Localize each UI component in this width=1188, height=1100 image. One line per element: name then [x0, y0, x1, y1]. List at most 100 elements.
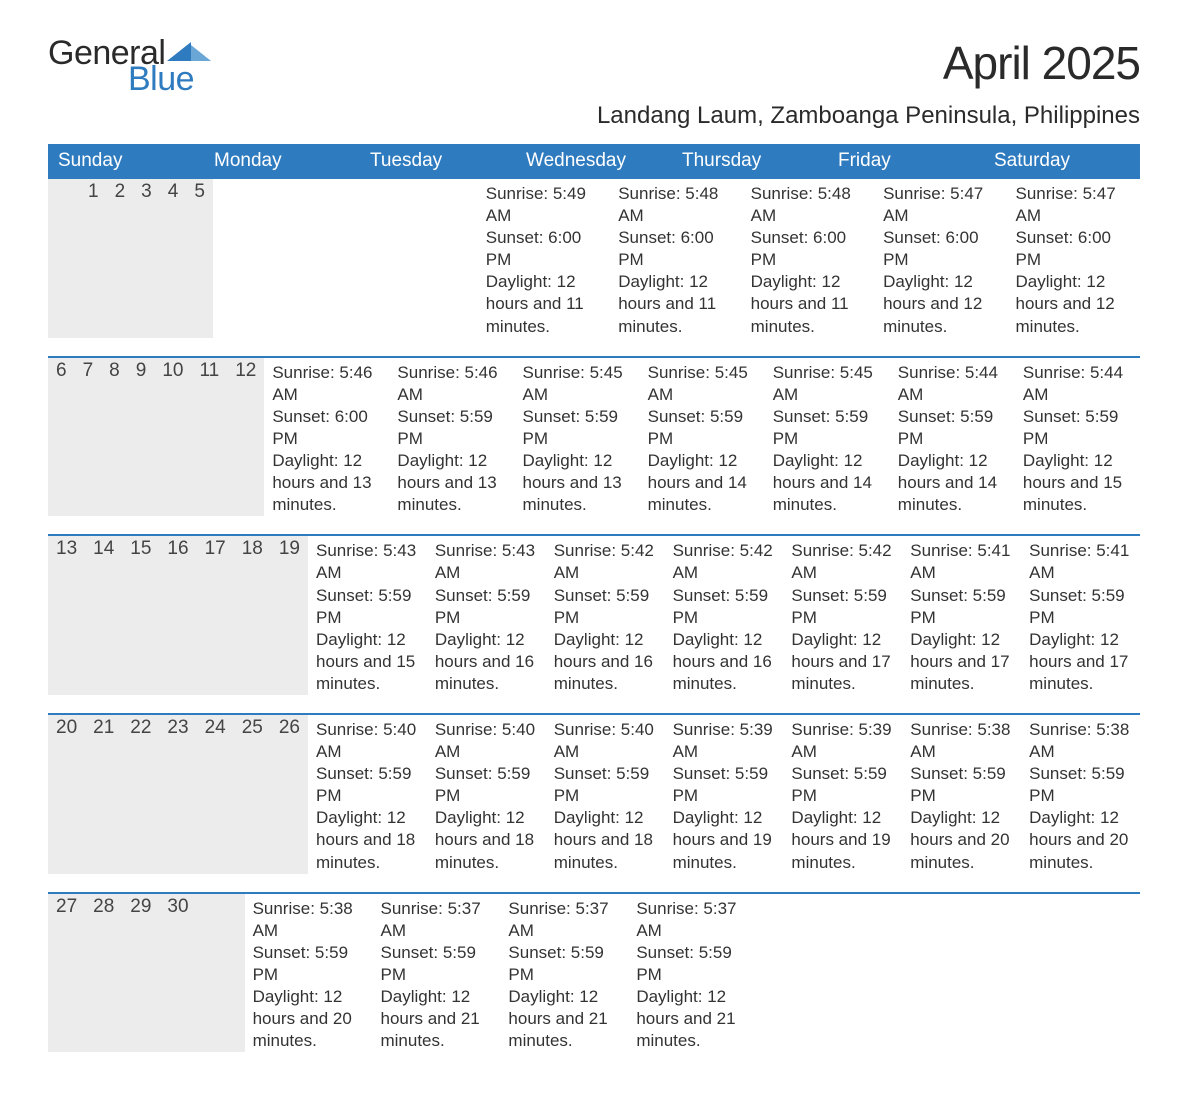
day-number: 24 — [197, 715, 234, 874]
sunrise-line: Sunrise: 5:40 AM — [435, 719, 538, 763]
day-number: 26 — [271, 715, 308, 874]
day-cell: Sunrise: 5:38 AMSunset: 5:59 PMDaylight:… — [902, 715, 1021, 874]
day-cell: Sunrise: 5:45 AMSunset: 5:59 PMDaylight:… — [515, 358, 640, 517]
sunset-line: Sunset: 5:59 PM — [253, 942, 365, 986]
daylight-line: Daylight: 12 hours and 16 minutes. — [435, 629, 538, 695]
day-number — [48, 179, 64, 338]
day-number: 5 — [186, 179, 213, 338]
day-cell: Sunrise: 5:46 AMSunset: 5:59 PMDaylight:… — [389, 358, 514, 517]
daylight-line: Daylight: 12 hours and 19 minutes. — [673, 807, 776, 873]
sunrise-line: Sunrise: 5:40 AM — [316, 719, 419, 763]
day-number: 19 — [271, 536, 308, 695]
day-number: 13 — [48, 536, 85, 695]
daylight-line: Daylight: 12 hours and 17 minutes. — [791, 629, 894, 695]
day-number: 4 — [160, 179, 187, 338]
sunset-line: Sunset: 5:59 PM — [648, 406, 757, 450]
calendar-week: 27282930Sunrise: 5:38 AMSunset: 5:59 PMD… — [48, 892, 1140, 1053]
sunset-line: Sunset: 5:59 PM — [1023, 406, 1132, 450]
dow-tuesday: Tuesday — [360, 144, 516, 179]
sunrise-line: Sunrise: 5:44 AM — [898, 362, 1007, 406]
daylight-line: Daylight: 12 hours and 20 minutes. — [1029, 807, 1132, 873]
day-cell: Sunrise: 5:46 AMSunset: 6:00 PMDaylight:… — [264, 358, 389, 517]
sunset-line: Sunset: 5:59 PM — [673, 763, 776, 807]
day-cell: Sunrise: 5:48 AMSunset: 6:00 PMDaylight:… — [743, 179, 875, 338]
sunset-line: Sunset: 5:59 PM — [898, 406, 1007, 450]
day-number: 22 — [122, 715, 159, 874]
dow-monday: Monday — [204, 144, 360, 179]
day-cell: Sunrise: 5:37 AMSunset: 5:59 PMDaylight:… — [372, 894, 500, 1053]
day-cell: Sunrise: 5:47 AMSunset: 6:00 PMDaylight:… — [1008, 179, 1140, 338]
dow-wednesday: Wednesday — [516, 144, 672, 179]
sunset-line: Sunset: 5:59 PM — [397, 406, 506, 450]
day-cell — [213, 179, 345, 338]
sunset-line: Sunset: 5:59 PM — [791, 763, 894, 807]
daylight-line: Daylight: 12 hours and 16 minutes. — [673, 629, 776, 695]
day-body-row: Sunrise: 5:40 AMSunset: 5:59 PMDaylight:… — [308, 715, 1140, 874]
sunset-line: Sunset: 5:59 PM — [380, 942, 492, 986]
daylight-line: Daylight: 12 hours and 15 minutes. — [316, 629, 419, 695]
sunrise-line: Sunrise: 5:37 AM — [508, 898, 620, 942]
day-cell — [884, 894, 1012, 1053]
sunrise-line: Sunrise: 5:42 AM — [791, 540, 894, 584]
sunset-line: Sunset: 5:59 PM — [523, 406, 632, 450]
daylight-line: Daylight: 12 hours and 21 minutes. — [636, 986, 748, 1052]
day-cell — [1012, 894, 1140, 1053]
day-number: 8 — [101, 358, 128, 517]
sunset-line: Sunset: 5:59 PM — [636, 942, 748, 986]
day-number: 3 — [133, 179, 160, 338]
day-number: 28 — [85, 894, 122, 1053]
day-number: 6 — [48, 358, 75, 517]
sunset-line: Sunset: 5:59 PM — [435, 585, 538, 629]
daylight-line: Daylight: 12 hours and 14 minutes. — [898, 450, 1007, 516]
day-number: 17 — [197, 536, 234, 695]
sunrise-line: Sunrise: 5:45 AM — [523, 362, 632, 406]
day-number: 16 — [159, 536, 196, 695]
dow-friday: Friday — [828, 144, 984, 179]
day-cell — [756, 894, 884, 1053]
sunset-line: Sunset: 5:59 PM — [554, 585, 657, 629]
day-number — [229, 894, 245, 1053]
day-cell: Sunrise: 5:43 AMSunset: 5:59 PMDaylight:… — [308, 536, 427, 695]
sunset-line: Sunset: 5:59 PM — [1029, 763, 1132, 807]
day-cell: Sunrise: 5:42 AMSunset: 5:59 PMDaylight:… — [783, 536, 902, 695]
sunset-line: Sunset: 6:00 PM — [272, 406, 381, 450]
day-number: 25 — [234, 715, 271, 874]
daylight-line: Daylight: 12 hours and 21 minutes. — [508, 986, 620, 1052]
sunrise-line: Sunrise: 5:43 AM — [316, 540, 419, 584]
day-cell: Sunrise: 5:38 AMSunset: 5:59 PMDaylight:… — [245, 894, 373, 1053]
sunrise-line: Sunrise: 5:47 AM — [1016, 183, 1132, 227]
brand-logo: General Blue — [48, 36, 213, 96]
sunrise-line: Sunrise: 5:37 AM — [380, 898, 492, 942]
sunset-line: Sunset: 5:59 PM — [435, 763, 538, 807]
calendar: Sunday Monday Tuesday Wednesday Thursday… — [48, 144, 1140, 1052]
day-number — [213, 894, 229, 1053]
sunset-line: Sunset: 5:59 PM — [554, 763, 657, 807]
calendar-week: 20212223242526Sunrise: 5:40 AMSunset: 5:… — [48, 713, 1140, 874]
day-cell: Sunrise: 5:37 AMSunset: 5:59 PMDaylight:… — [500, 894, 628, 1053]
daylight-line: Daylight: 12 hours and 12 minutes. — [1016, 271, 1132, 337]
daylight-line: Daylight: 12 hours and 18 minutes. — [435, 807, 538, 873]
sunrise-line: Sunrise: 5:42 AM — [554, 540, 657, 584]
day-number: 20 — [48, 715, 85, 874]
daylight-line: Daylight: 12 hours and 13 minutes. — [523, 450, 632, 516]
day-number: 9 — [128, 358, 155, 517]
daylight-line: Daylight: 12 hours and 12 minutes. — [883, 271, 999, 337]
sunset-line: Sunset: 5:59 PM — [910, 763, 1013, 807]
day-of-week-header: Sunday Monday Tuesday Wednesday Thursday… — [48, 144, 1140, 179]
day-number: 15 — [122, 536, 159, 695]
daylight-line: Daylight: 12 hours and 19 minutes. — [791, 807, 894, 873]
sunset-line: Sunset: 5:59 PM — [791, 585, 894, 629]
day-number: 7 — [75, 358, 102, 517]
day-cell: Sunrise: 5:39 AMSunset: 5:59 PMDaylight:… — [783, 715, 902, 874]
sunset-line: Sunset: 5:59 PM — [1029, 585, 1132, 629]
daylight-line: Daylight: 12 hours and 15 minutes. — [1023, 450, 1132, 516]
dow-saturday: Saturday — [984, 144, 1140, 179]
day-body-row: Sunrise: 5:38 AMSunset: 5:59 PMDaylight:… — [245, 894, 1140, 1053]
day-number — [64, 179, 80, 338]
sunrise-line: Sunrise: 5:46 AM — [272, 362, 381, 406]
day-number-row: 6789101112 — [48, 358, 264, 517]
day-number-row: 27282930 — [48, 894, 245, 1053]
day-number: 29 — [122, 894, 159, 1053]
day-cell: Sunrise: 5:42 AMSunset: 5:59 PMDaylight:… — [665, 536, 784, 695]
dow-thursday: Thursday — [672, 144, 828, 179]
